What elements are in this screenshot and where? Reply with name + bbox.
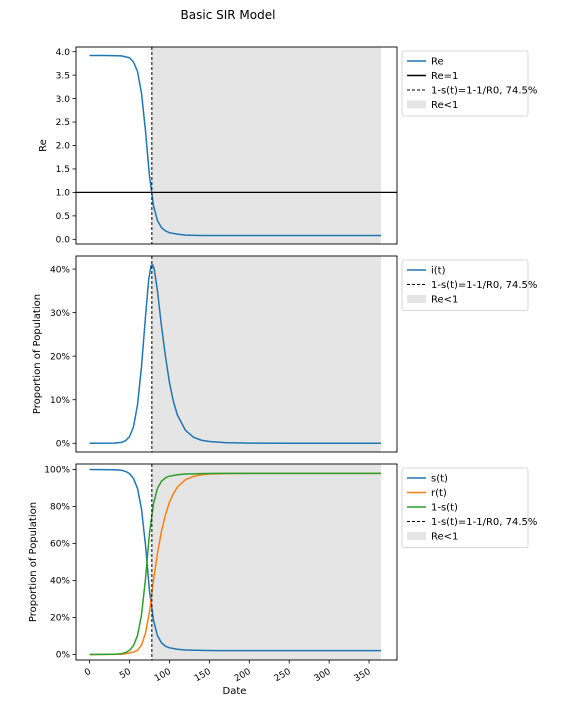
y-tick-label: 1.0 xyxy=(56,189,71,199)
x-tick-label: 0 xyxy=(83,667,93,679)
legend-label: Re=1 xyxy=(431,71,458,82)
x-tick-label: 100 xyxy=(153,667,173,684)
legend-label: r(t) xyxy=(431,488,447,499)
figure-title: Basic SIR Model xyxy=(181,8,276,22)
x-tick-label: 200 xyxy=(233,667,253,684)
legend-box xyxy=(401,259,529,311)
y-tick-label: 3.5 xyxy=(56,71,70,81)
legend-label: 1-s(t)=1-1/R0, 74.5% xyxy=(431,86,537,97)
y-axis-label: Re xyxy=(38,139,49,152)
legend-label: Re<1 xyxy=(431,295,458,306)
y-tick-label: 20% xyxy=(50,614,70,624)
legend-swatch-shade xyxy=(407,295,426,303)
axes-frame xyxy=(75,463,398,661)
y-tick-label: 40% xyxy=(50,577,70,587)
x-axis-label: Date xyxy=(223,686,247,697)
shade-region xyxy=(151,256,382,452)
y-tick-label: 0% xyxy=(56,439,71,449)
shade-region xyxy=(151,464,382,660)
subplot-2: 0% 10% 20% 30% 40% Proportion of Population i(… xyxy=(32,255,537,453)
series-line-re xyxy=(89,54,382,237)
y-tick-label: 30% xyxy=(50,309,70,319)
series-line-1-s-t- xyxy=(89,472,382,656)
legend-label: Re<1 xyxy=(431,532,458,543)
legend: s(t) r(t) 1-s(t) 1-s(t)=1-1/R0, 74.5% Re<1 xyxy=(401,467,537,548)
series-line-s-t- xyxy=(89,468,382,652)
subplots: 0.0 0.5 1.0 1.5 2.0 2.5 3.0 3.5 4.0 Re Re Re=1 1-s(t… xyxy=(28,46,537,697)
y-tick-label: 80% xyxy=(50,503,70,513)
legend-label: Re xyxy=(431,57,444,68)
legend-swatch-shade xyxy=(407,100,426,109)
legend-label: s(t) xyxy=(431,474,448,485)
legend-label: i(t) xyxy=(431,266,446,277)
y-tick-label: 1.5 xyxy=(56,165,70,175)
x-tick-label: 150 xyxy=(193,667,213,684)
y-axis-label: Proportion of Population xyxy=(28,502,39,622)
y-tick-label: 10% xyxy=(50,396,70,406)
y-tick-label: 0.5 xyxy=(56,212,70,222)
y-tick-label: 4.0 xyxy=(56,48,71,58)
legend-label: 1-s(t) xyxy=(431,503,458,514)
legend-box xyxy=(401,467,529,548)
subplot-1: 0.0 0.5 1.0 1.5 2.0 2.5 3.0 3.5 4.0 Re Re Re=1 1-s(t… xyxy=(38,46,537,246)
series-line-i-t- xyxy=(89,263,382,445)
legend-label: Re<1 xyxy=(431,100,458,111)
y-axis-label: Proportion of Population xyxy=(32,294,43,414)
legend: i(t) 1-s(t)=1-1/R0, 74.5% Re<1 xyxy=(401,259,537,311)
y-tick-label: 3.0 xyxy=(56,95,71,105)
y-tick-label: 0.0 xyxy=(56,236,71,246)
y-tick-label: 40% xyxy=(50,265,70,275)
y-tick-label: 2.5 xyxy=(56,118,70,128)
y-tick-label: 2.0 xyxy=(56,142,71,152)
x-tick-label: 50 xyxy=(118,667,133,682)
legend-label: 1-s(t)=1-1/R0, 74.5% xyxy=(431,517,537,528)
shade-region xyxy=(151,47,382,244)
y-tick-label: 0% xyxy=(56,651,71,661)
legend-swatch-shade xyxy=(407,532,426,540)
legend-box xyxy=(401,50,529,117)
y-tick-label: 100% xyxy=(44,466,70,476)
subplot-3: 0% 20% 40% 60% 80% 100% Proportion of Populati… xyxy=(28,463,537,697)
legend: Re Re=1 1-s(t)=1-1/R0, 74.5% Re<1 xyxy=(401,50,537,117)
x-tick-label: 350 xyxy=(353,667,373,684)
x-tick-label: 250 xyxy=(273,667,293,684)
y-tick-label: 20% xyxy=(50,352,70,362)
legend-label: 1-s(t)=1-1/R0, 74.5% xyxy=(431,280,537,291)
y-tick-label: 60% xyxy=(50,540,70,550)
axes-frame xyxy=(75,255,398,453)
x-tick-label: 300 xyxy=(313,667,333,684)
